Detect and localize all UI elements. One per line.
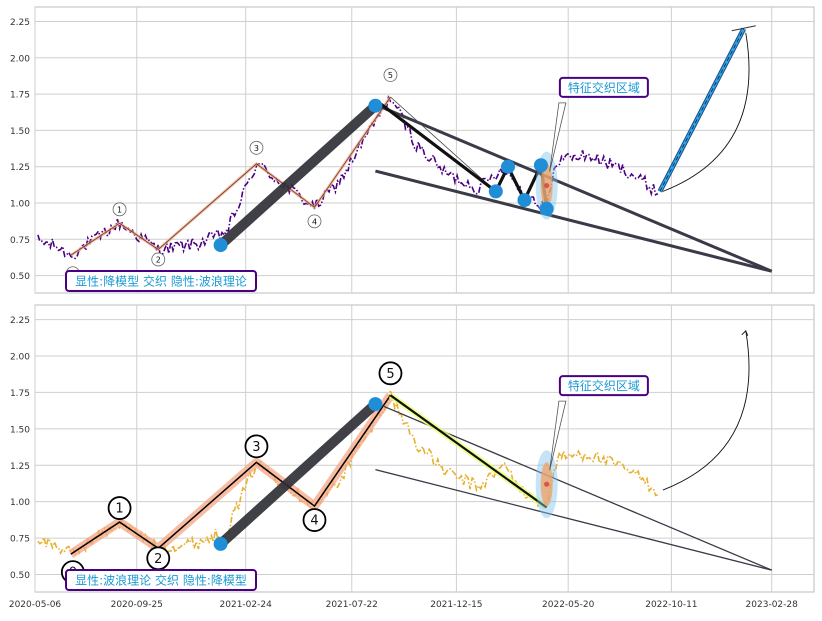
forecast-arrowhead: [741, 330, 749, 337]
decline-thin-line: [390, 96, 497, 192]
annotation-arrow: [549, 102, 567, 172]
highlight-point-marker: [368, 98, 383, 113]
x-tick-label: 2023-02-28: [746, 600, 799, 610]
wave-label-circle: [383, 68, 398, 82]
y-tick-label: 1.00: [10, 199, 30, 209]
plot-content: [37, 25, 773, 273]
feature-zone-center: [544, 481, 550, 487]
plot-content: [37, 330, 772, 571]
x-tick-label: 2020-09-25: [111, 600, 163, 610]
panel-label-box: [65, 270, 257, 292]
wave-label-circle: [244, 434, 269, 459]
forecast-curve: [662, 330, 750, 491]
wave-label-circle: [378, 361, 403, 386]
annotation-text: 特征交织区域: [568, 80, 640, 95]
wave-label-text: 2: [154, 552, 162, 567]
wave-label-text: 5: [386, 367, 394, 382]
highlight-point-marker: [213, 536, 228, 551]
annotation-box: [558, 76, 649, 98]
wave-label-text: 5: [388, 71, 393, 80]
panel-label-text: 显性:波浪理论 交织 隐性:降模型: [75, 573, 247, 588]
wave-label-text: 3: [252, 440, 260, 455]
y-tick-label: 1.75: [10, 91, 30, 101]
x-tick-label: 2020-05-06: [9, 600, 62, 610]
y-tick-label: 1.00: [10, 498, 30, 508]
annotation-text: 特征交织区域: [568, 378, 640, 393]
wave-label-text: 1: [117, 205, 122, 214]
wave-line: [70, 394, 392, 555]
panel-label-box: [65, 569, 257, 591]
x-tick-label: 2022-05-20: [542, 600, 595, 610]
wave-label-text: 4: [312, 217, 317, 226]
feature-zone-center: [544, 182, 550, 189]
y-tick-label: 0.50: [10, 571, 30, 581]
wave-label-circle: [302, 508, 327, 532]
highlight-point-marker: [539, 201, 554, 216]
x-tick-label: 2021-02-24: [220, 600, 273, 610]
impulse-thick-line: [215, 399, 381, 549]
wave-label-text: 1: [115, 502, 123, 517]
wave-label-circle: [112, 202, 127, 217]
y-tick-label: 1.25: [10, 462, 30, 472]
chart-panel-top: 0.500.751.001.251.501.752.002.25012345特征…: [10, 6, 815, 294]
y-tick-label: 1.75: [10, 389, 30, 399]
forecast-cap: [731, 25, 756, 32]
highlight-point-marker: [500, 159, 515, 174]
wave-label-text: 4: [310, 514, 318, 529]
x-tick-label: 2022-10-11: [645, 600, 697, 610]
y-tick-label: 0.50: [10, 272, 30, 282]
channel-lower-line: [375, 169, 773, 273]
panel-label-text: 显性:降模型 交织 隐性:波浪理论: [75, 274, 247, 289]
y-tick-label: 2.25: [10, 18, 30, 28]
impulse-thick-line: [215, 100, 381, 251]
wave-label-circle: [151, 252, 166, 267]
x-tick-label: 2021-07-22: [326, 600, 378, 610]
y-tick-label: 2.00: [10, 352, 30, 362]
y-tick-label: 0.75: [10, 236, 30, 246]
y-tick-label: 1.50: [10, 425, 30, 435]
highlight-point-marker: [368, 397, 383, 412]
annotation-arrow: [549, 400, 567, 471]
wave-label-circle: [249, 140, 264, 155]
forecast-curve: [662, 32, 750, 192]
y-tick-label: 0.75: [10, 535, 30, 545]
annotation-box: [558, 375, 649, 397]
y-tick-label: 2.00: [10, 54, 30, 64]
y-tick-label: 1.50: [10, 127, 30, 137]
y-tick-label: 2.25: [10, 316, 30, 326]
wave-label-circle: [107, 496, 132, 520]
wave-label-text: 2: [156, 255, 161, 264]
highlight-point-marker: [517, 193, 532, 208]
y-tick-label: 1.25: [10, 163, 30, 173]
plot-area: [34, 6, 815, 294]
highlight-point-marker: [488, 184, 503, 199]
forecast-dash: [659, 28, 745, 192]
chart-panel-bottom: 0.50 0.75 1.00 1.25 1.50 1.75 2.00 2.25 2020-05-…: [9, 304, 815, 610]
wave-label-text: 3: [254, 144, 259, 153]
x-tick-label: 2021-12-15: [430, 600, 482, 610]
highlight-point-marker: [533, 158, 548, 173]
decline-line: [389, 394, 548, 509]
highlight-point-marker: [213, 238, 228, 253]
wave-label-circle: [307, 214, 322, 229]
channel-upper-line: [377, 104, 773, 273]
wave-line: [70, 96, 391, 256]
channel-lower-line: [375, 468, 772, 571]
